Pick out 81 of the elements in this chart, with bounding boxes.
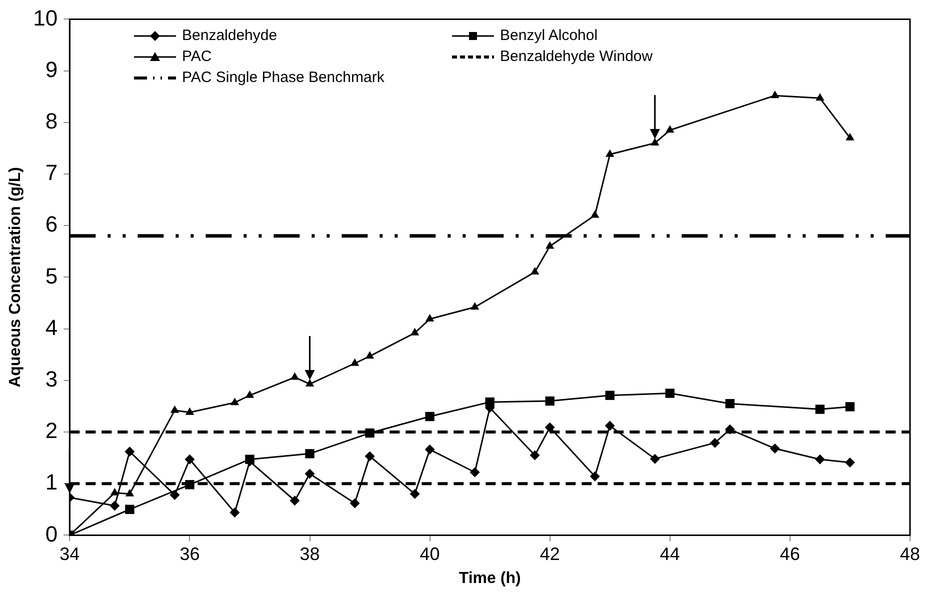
y-tick-label: 0: [45, 521, 58, 546]
point: [846, 132, 854, 140]
point: [470, 302, 480, 310]
point: [770, 90, 780, 98]
y-axis-title: Aqueous Concentration (g/L): [7, 166, 24, 388]
y-tick-label: 7: [45, 160, 58, 186]
point: [814, 454, 825, 464]
point: [770, 444, 780, 454]
point: [350, 498, 360, 508]
point: [290, 372, 300, 380]
point: [290, 496, 300, 506]
point: [365, 428, 374, 438]
legend-label: Benzaldehyde: [182, 27, 278, 44]
point: [815, 404, 825, 414]
point: [845, 402, 855, 412]
point: [365, 351, 374, 359]
point: [604, 420, 615, 431]
point: [530, 450, 540, 460]
y-tick-label: 1: [45, 470, 58, 495]
point: [170, 405, 180, 413]
point: [305, 449, 314, 458]
x-tick-label: 40: [420, 544, 440, 564]
x-tick-label: 36: [180, 544, 200, 564]
x-tick-label: 38: [300, 544, 320, 564]
point: [606, 149, 614, 157]
point: [816, 93, 824, 101]
legend-label: Benzyl Alcohol: [500, 27, 598, 44]
point: [304, 468, 315, 479]
y-tick-label: 10: [33, 5, 58, 30]
point: [230, 507, 240, 518]
x-tick-label: 34: [60, 544, 80, 564]
point: [590, 210, 600, 218]
point: [230, 398, 240, 406]
point: [110, 488, 120, 496]
y-tick-label: 3: [45, 366, 58, 392]
point: [710, 438, 720, 448]
point: [124, 446, 135, 457]
x-axis-title: Time (h): [458, 570, 521, 587]
y-tick-label: 6: [45, 212, 58, 237]
point: [185, 407, 194, 415]
point: [350, 358, 360, 366]
y-tick-label: 2: [45, 418, 58, 444]
point: [590, 471, 600, 482]
point: [245, 390, 254, 398]
x-tick-label: 42: [540, 544, 560, 564]
point: [650, 454, 660, 464]
point: [844, 457, 855, 468]
point: [724, 424, 735, 434]
point: [725, 399, 735, 408]
y-tick-label: 9: [45, 56, 58, 82]
y-tick-label: 4: [45, 314, 58, 340]
point: [125, 504, 134, 514]
y-tick-label: 5: [45, 263, 58, 288]
point: [364, 451, 375, 462]
legend-label: Benzaldehyde Window: [500, 48, 653, 65]
point: [544, 422, 555, 432]
point: [170, 490, 180, 500]
point: [125, 488, 134, 496]
point: [650, 138, 660, 146]
point: [184, 454, 195, 464]
point: [185, 480, 194, 490]
point: [665, 388, 674, 398]
point: [305, 379, 314, 387]
point: [410, 488, 420, 499]
point: [425, 412, 434, 422]
point: [605, 390, 614, 400]
point: [530, 267, 540, 275]
legend-label: PAC: [182, 48, 212, 65]
x-tick-label: 46: [780, 544, 800, 564]
point: [470, 467, 480, 478]
point: [110, 500, 120, 511]
point: [410, 328, 420, 336]
point: [425, 314, 434, 322]
point: [546, 241, 554, 249]
x-tick-label: 48: [900, 544, 920, 564]
legend-label: PAC Single Phase Benchmark: [182, 69, 384, 86]
point: [545, 396, 554, 406]
x-tick-label: 44: [660, 544, 680, 564]
point: [424, 444, 435, 455]
y-tick-label: 8: [45, 108, 58, 134]
point: [666, 125, 674, 133]
